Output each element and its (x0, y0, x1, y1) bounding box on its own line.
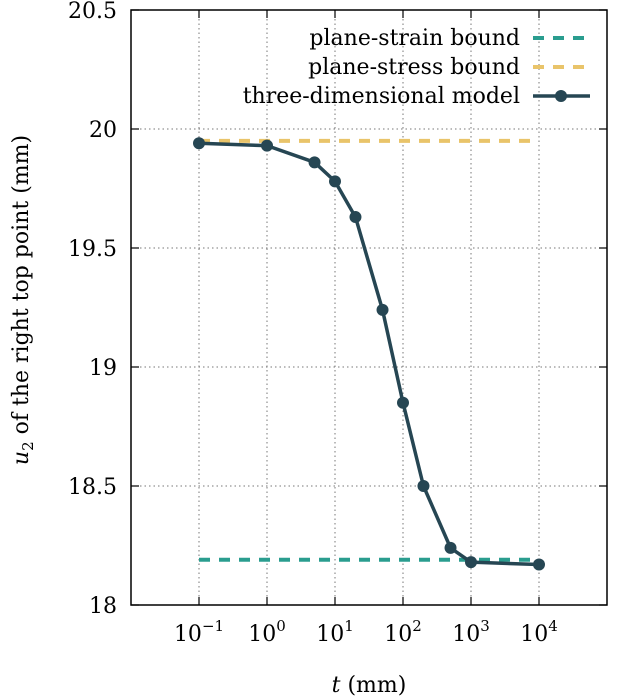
x-axis-label: t (mm) (332, 673, 407, 698)
data-point (349, 211, 362, 224)
x-tick-label-exponent: 3 (480, 617, 490, 635)
data-point (308, 156, 321, 169)
y-tick-label: 19.5 (68, 237, 117, 262)
data-point (417, 480, 430, 492)
data-point (397, 396, 409, 409)
x-tick-label-exponent: 4 (548, 617, 558, 635)
plot-series (193, 137, 545, 571)
legend-swatch-marker (555, 90, 567, 102)
x-tick-label-exponent: −1 (202, 617, 224, 635)
x-tick-label: 104 (520, 617, 558, 647)
y-tick-label: 20.5 (68, 0, 117, 24)
y-axis-label: u2 of the right top point (mm) (9, 135, 37, 465)
y-tick-label: 20 (89, 118, 117, 143)
data-point (376, 303, 389, 316)
legend-label: three-dimensional model (243, 84, 520, 109)
series-line-2 (198, 141, 540, 567)
y-tick-label: 18 (89, 594, 117, 619)
plot-frame (130, 9, 608, 606)
x-tick-label-base: 10 (174, 622, 202, 647)
x-tick-label: 100 (248, 617, 286, 647)
x-tick-label: 103 (452, 617, 490, 647)
data-point (533, 558, 545, 571)
x-tick-label-base: 10 (316, 622, 344, 647)
data-point (444, 541, 457, 554)
data-point (261, 139, 273, 152)
legend-label: plane-stress bound (308, 55, 520, 80)
legend: plane-strain bound plane-stress bound thre… (243, 26, 590, 109)
x-tick-label: 10−1 (174, 617, 224, 647)
x-tick-label: 102 (384, 617, 422, 647)
x-tick-label-base: 10 (520, 622, 548, 647)
y-tick-label: 18.5 (68, 475, 117, 500)
x-tick-label-base: 10 (248, 622, 276, 647)
x-tick-label-exponent: 0 (276, 617, 286, 635)
data-point (465, 556, 477, 569)
y-tick-label: 19 (89, 356, 117, 381)
data-point (193, 137, 205, 150)
data-point (329, 175, 341, 188)
x-tick-label-exponent: 2 (412, 617, 422, 635)
x-tick-label: 101 (316, 617, 354, 647)
x-tick-label-base: 10 (452, 622, 480, 647)
x-tick-label-exponent: 1 (344, 617, 354, 635)
legend-label: plane-strain bound (309, 26, 520, 51)
x-tick-label-base: 10 (384, 622, 412, 647)
